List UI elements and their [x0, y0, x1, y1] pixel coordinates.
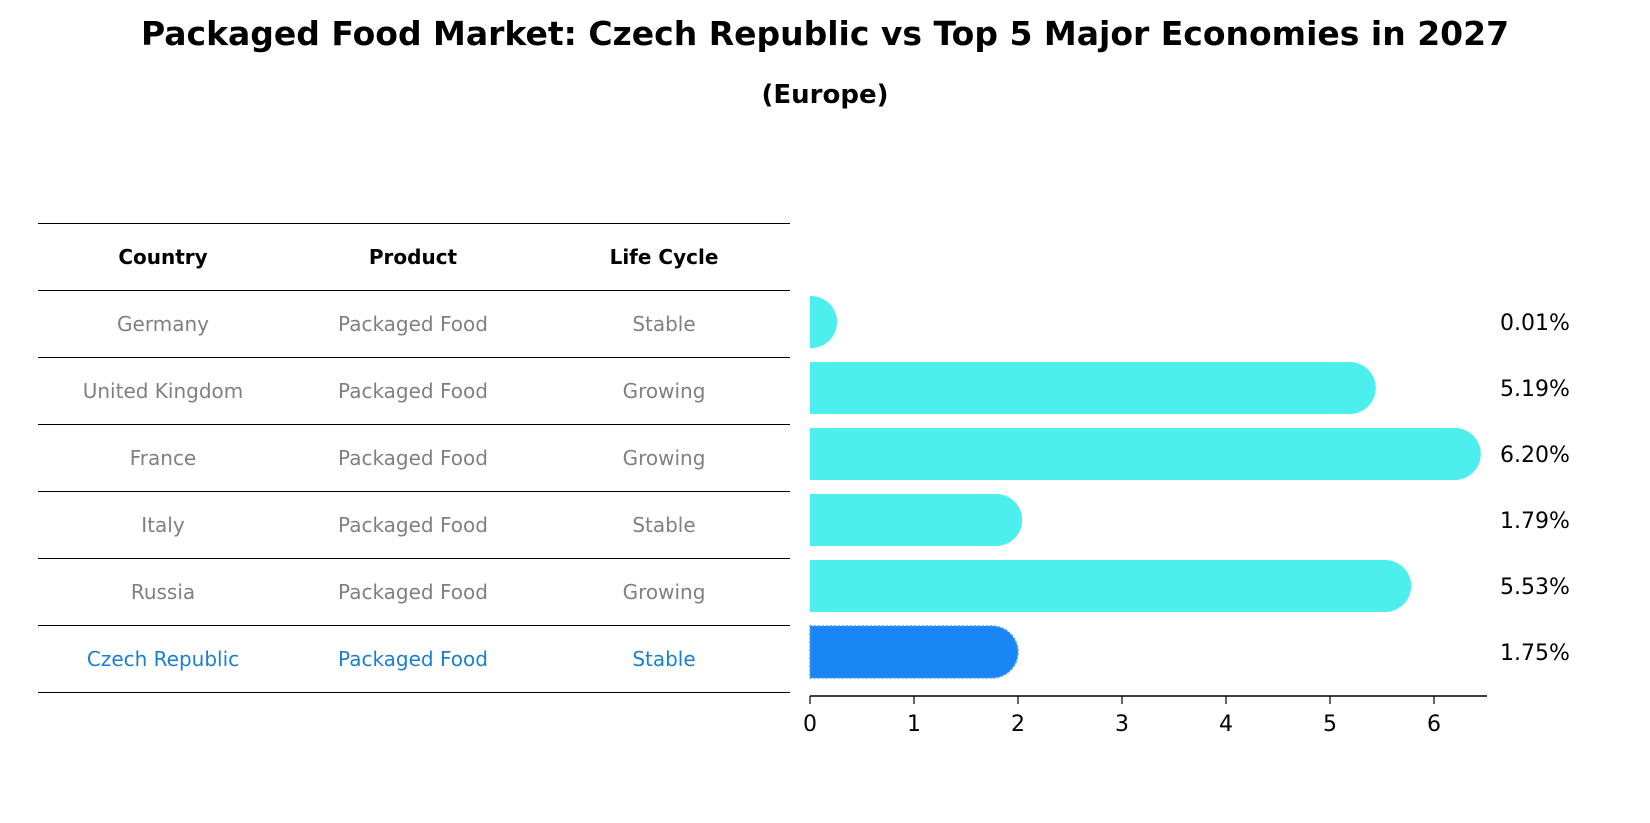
product-cell: Packaged Food	[338, 647, 488, 671]
table-row: Russia Packaged Food Growing	[38, 559, 790, 626]
table-row: France Packaged Food Growing	[38, 425, 790, 492]
x-tick-label: 4	[1219, 712, 1233, 737]
product-cell: Packaged Food	[338, 513, 488, 537]
bar-russia	[810, 560, 1412, 612]
country-cell: United Kingdom	[82, 379, 244, 403]
country-cell: Italy	[141, 513, 185, 537]
value-label: 6.20%	[1500, 443, 1570, 468]
life-cycle-cell: Growing	[622, 580, 706, 604]
country-cell: France	[129, 446, 197, 470]
table-header-row: Country Product Life Cycle	[38, 223, 790, 291]
life-cycle-cell: Growing	[622, 379, 706, 403]
header-country: Country	[118, 245, 208, 269]
header-life-cycle: Life Cycle	[609, 245, 719, 269]
product-cell: Packaged Food	[338, 312, 488, 336]
bar-germany	[810, 296, 838, 348]
product-cell: Packaged Food	[338, 379, 488, 403]
bar-czech-republic	[809, 625, 1019, 679]
life-cycle-cell: Stable	[632, 312, 696, 336]
x-tick-label: 5	[1323, 712, 1337, 737]
country-cell: Germany	[117, 312, 209, 336]
value-label: 1.79%	[1500, 509, 1570, 534]
table-row-highlighted: Czech Republic Packaged Food Stable	[38, 626, 790, 693]
chart-subtitle: (Europe)	[761, 80, 889, 110]
product-cell: Packaged Food	[338, 580, 488, 604]
bar-france	[810, 428, 1481, 480]
table-row: United Kingdom Packaged Food Growing	[38, 358, 790, 425]
x-tick-label: 2	[1011, 712, 1025, 737]
country-cell: Czech Republic	[86, 647, 240, 671]
x-tick-label: 0	[803, 712, 817, 737]
life-cycle-cell: Growing	[622, 446, 706, 470]
table-row: Germany Packaged Food Stable	[38, 291, 790, 358]
header-product: Product	[368, 245, 458, 269]
x-tick-label: 6	[1427, 712, 1441, 737]
table-row: Italy Packaged Food Stable	[38, 492, 790, 559]
life-cycle-cell: Stable	[632, 647, 696, 671]
chart-title: Packaged Food Market: Czech Republic vs …	[140, 14, 1510, 53]
value-label: 0.01%	[1500, 311, 1570, 336]
data-table: Country Product Life Cycle Germany Packa…	[38, 223, 790, 693]
x-tick-label: 1	[907, 712, 921, 737]
value-label: 5.19%	[1500, 377, 1570, 402]
bar-united-kingdom	[810, 362, 1376, 414]
country-cell: Russia	[130, 580, 196, 604]
bar-italy	[810, 494, 1023, 546]
value-label: 5.53%	[1500, 575, 1570, 600]
product-cell: Packaged Food	[338, 446, 488, 470]
life-cycle-cell: Stable	[632, 513, 696, 537]
x-tick-label: 3	[1115, 712, 1129, 737]
value-label: 1.75%	[1500, 641, 1570, 666]
